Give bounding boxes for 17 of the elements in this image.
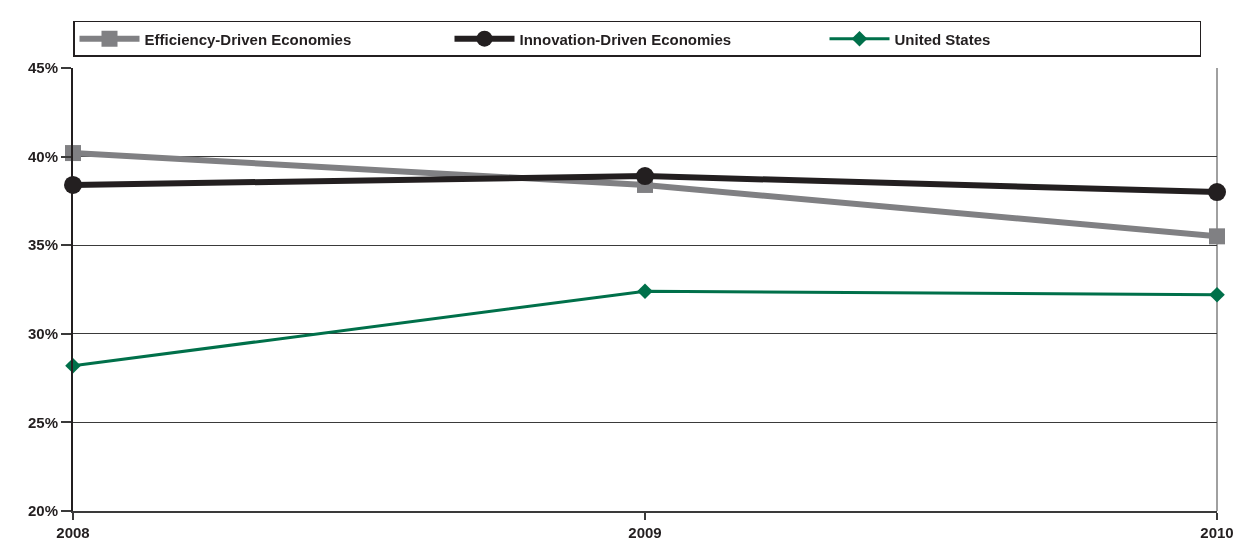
y-tick-label: 40% <box>27 147 58 165</box>
legend-label: United States <box>894 30 991 48</box>
point <box>636 167 654 186</box>
legend-label: Innovation-Driven Economies <box>519 30 732 48</box>
point <box>1208 183 1226 202</box>
y-tick-label: 25% <box>27 413 58 431</box>
x-tick-label: 2008 <box>56 524 90 541</box>
point <box>1209 228 1225 245</box>
x-tick-label: 2010 <box>1200 524 1234 541</box>
point <box>637 283 653 300</box>
x-tick-label: 2009 <box>628 524 662 541</box>
y-tick-label: 45% <box>27 59 58 77</box>
y-tick-label: 20% <box>27 502 58 520</box>
y-tick-label: 35% <box>27 236 58 254</box>
point <box>1209 287 1225 303</box>
y-tick-label: 30% <box>27 325 58 343</box>
legend-label: Efficiency-Driven Economies <box>144 30 352 48</box>
